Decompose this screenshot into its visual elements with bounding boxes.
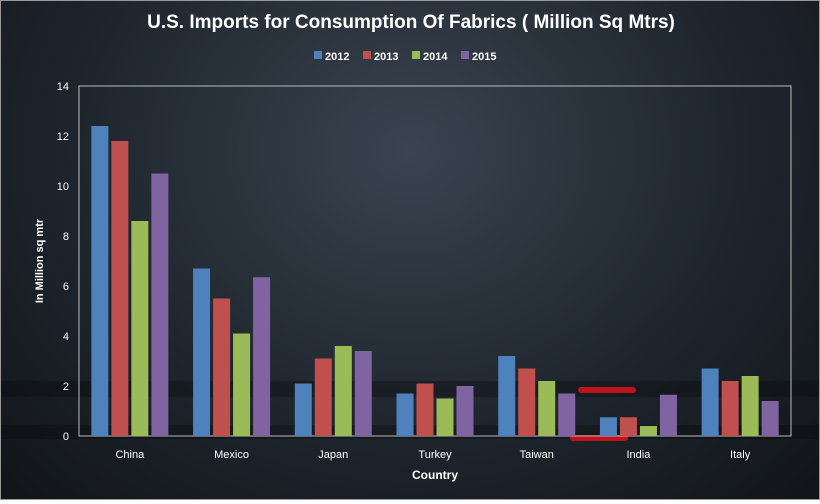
bar-taiwan-2012 bbox=[498, 356, 516, 436]
bar-taiwan-2015 bbox=[558, 393, 576, 436]
red-stitch-mark bbox=[578, 387, 636, 393]
bar-china-2015 bbox=[151, 173, 169, 436]
legend-label-2015: 2015 bbox=[472, 51, 496, 63]
legend: 2012 2013 2014 2015 bbox=[314, 51, 496, 63]
bar-china-2013 bbox=[111, 141, 129, 436]
bar-india-2012 bbox=[599, 417, 617, 436]
bar-taiwan-2014 bbox=[538, 381, 556, 436]
y-tick-label: 0 bbox=[63, 431, 69, 443]
y-tick-label: 4 bbox=[63, 331, 69, 343]
legend-label-2012: 2012 bbox=[325, 51, 349, 63]
y-tick-label: 10 bbox=[57, 181, 69, 193]
bar-italy-2015 bbox=[761, 401, 779, 436]
bar-india-2015 bbox=[659, 394, 677, 436]
legend-swatch-2012 bbox=[314, 51, 322, 59]
x-axis: China Mexico Japan Turkey Taiwan India Italy bbox=[115, 449, 750, 461]
y-tick-label: 14 bbox=[57, 81, 69, 93]
bar-mexico-2012 bbox=[193, 268, 211, 436]
bar-turkey-2013 bbox=[416, 383, 434, 436]
x-axis-label: Country bbox=[412, 468, 458, 482]
x-tick-label: Japan bbox=[318, 449, 348, 461]
bars bbox=[91, 126, 779, 436]
x-tick-label: Italy bbox=[730, 449, 751, 461]
y-tick-label: 8 bbox=[63, 231, 69, 243]
bar-mexico-2013 bbox=[213, 298, 231, 436]
y-axis-label: In Million sq mtr bbox=[34, 218, 46, 303]
bar-italy-2012 bbox=[701, 368, 719, 436]
bar-india-2013 bbox=[619, 417, 637, 436]
bar-italy-2014 bbox=[741, 376, 759, 436]
bar-china-2012 bbox=[91, 126, 109, 436]
bar-india-2014 bbox=[639, 426, 657, 436]
bar-japan-2014 bbox=[334, 346, 352, 436]
bar-italy-2013 bbox=[721, 381, 739, 436]
legend-label-2014: 2014 bbox=[423, 51, 448, 63]
chart-title: U.S. Imports for Consumption Of Fabrics … bbox=[147, 12, 675, 33]
bar-japan-2013 bbox=[314, 358, 332, 436]
bar-mexico-2014 bbox=[233, 333, 251, 436]
y-axis: 0 2 4 6 8 10 12 14 bbox=[57, 81, 69, 443]
y-tick-label: 6 bbox=[63, 281, 69, 293]
x-tick-label: Turkey bbox=[418, 449, 452, 461]
x-tick-label: Taiwan bbox=[520, 449, 554, 461]
y-tick-label: 12 bbox=[57, 131, 69, 143]
bar-turkey-2012 bbox=[396, 393, 414, 436]
bar-mexico-2015 bbox=[253, 277, 271, 436]
bar-turkey-2015 bbox=[456, 386, 474, 436]
plot-area bbox=[78, 85, 792, 437]
bar-china-2014 bbox=[131, 221, 149, 436]
x-tick-label: India bbox=[626, 449, 651, 461]
bar-japan-2015 bbox=[354, 351, 372, 436]
legend-swatch-2013 bbox=[363, 51, 371, 59]
x-tick-label: Mexico bbox=[214, 449, 249, 461]
bar-japan-2012 bbox=[294, 383, 312, 436]
y-tick-label: 2 bbox=[63, 381, 69, 393]
legend-swatch-2015 bbox=[461, 51, 469, 59]
bar-turkey-2014 bbox=[436, 398, 454, 436]
bar-taiwan-2013 bbox=[518, 368, 536, 436]
x-tick-label: China bbox=[115, 449, 145, 461]
legend-swatch-2014 bbox=[412, 51, 420, 59]
legend-label-2013: 2013 bbox=[374, 51, 398, 63]
